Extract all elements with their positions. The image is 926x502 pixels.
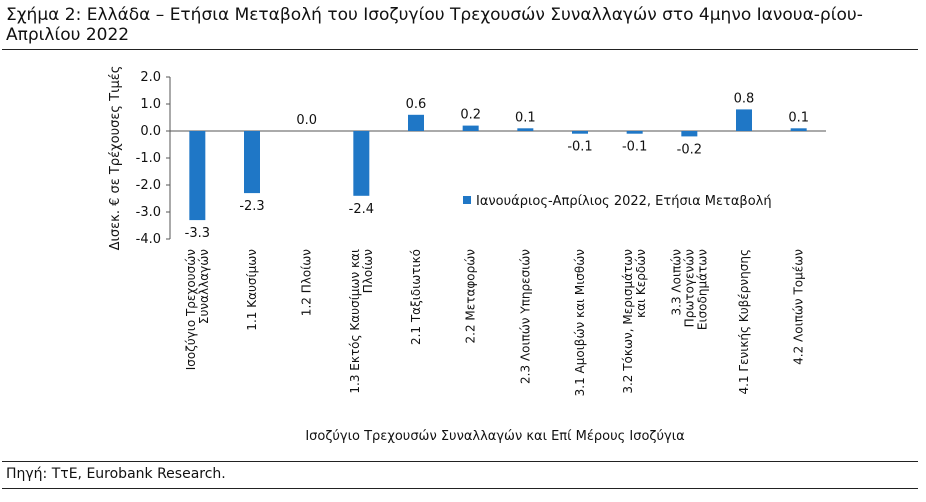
y-tick-label: 1.0 [140,97,161,112]
category-label: 2.1 Ταξιδιωτικό [409,249,423,345]
category-label: 4.2 Λοιπών Τομέων [792,249,806,365]
data-label: -0.1 [622,140,647,155]
source-divider [2,461,918,462]
bar [736,109,752,131]
data-label: 0.2 [460,108,481,123]
bottom-divider [2,488,918,489]
figure-title: Σχήμα 2: Ελλάδα – Ετήσια Μεταβολή του Ισ… [6,5,863,45]
y-tick-label: 0.0 [140,124,161,139]
data-label: -3.3 [185,226,210,241]
bar [408,114,424,131]
data-label: 0.8 [734,91,755,106]
data-label: -2.4 [349,202,374,217]
category-label: 1.2 Πλοίων [300,249,314,316]
legend-swatch [463,196,471,204]
category-label: 3.2 Τόκων, Μερισμάτωνκαι Κερδών [621,249,648,394]
legend-label: Ιανουάριος-Απρίλιος 2022, Ετήσια Μεταβολ… [476,194,772,209]
category-label: 3.3 ΛοιπώνΠρωτογενώνΕισοδημάτων [669,249,709,330]
bar [681,131,698,137]
bar [517,128,534,131]
data-label: 0.0 [296,113,317,128]
data-label: -0.2 [677,142,702,157]
bar [572,131,588,134]
y-tick-label: -2.0 [136,178,161,193]
category-label: 1.1 Καυσίμων [245,249,259,331]
y-tick-label: -4.0 [136,232,161,247]
y-tick-label: -1.0 [136,151,161,166]
bar [790,128,807,131]
source-note: Πηγή: ΤτΕ, Eurobank Research. [6,466,226,482]
bar [189,131,206,221]
category-label: 2.2 Μεταφορών [464,249,478,344]
data-label: -0.1 [567,140,592,155]
y-tick-label: -3.0 [136,205,161,220]
category-label: 2.3 Λοιπών Υπηρεσιών [518,249,532,384]
y-tick-label: 2.0 [140,70,161,85]
data-label: 0.6 [406,97,427,112]
category-label: 1.3 Εκτός Καυσίμων καιΠλοίων [348,249,375,394]
bar [353,131,370,196]
category-label: 4.1 Γενικής Κυβέρνησης [737,249,751,395]
x-axis-title: Ισοζύγιο Τρεχουσών Συναλλαγών και Επί Μέ… [305,429,684,444]
bar [244,131,260,194]
data-label: 0.1 [515,110,536,125]
bar [462,125,479,131]
y-axis-title: Δισεκ. € σε Τρέχουσες Τιμές [108,66,123,251]
data-label: -2.3 [239,199,264,214]
plot-area [98,50,926,502]
bar [626,131,643,134]
title-divider [2,49,918,50]
category-label: 3.1 Αμοιβών και Μισθών [573,249,587,397]
chart-panel [98,50,926,502]
category-label: Ισοζύγιο ΤρεχουσώνΣυναλλαγών [184,249,211,371]
legend: Ιανουάριος-Απρίλιος 2022, Ετήσια Μεταβολ… [463,194,772,209]
data-label: 0.1 [788,110,809,125]
